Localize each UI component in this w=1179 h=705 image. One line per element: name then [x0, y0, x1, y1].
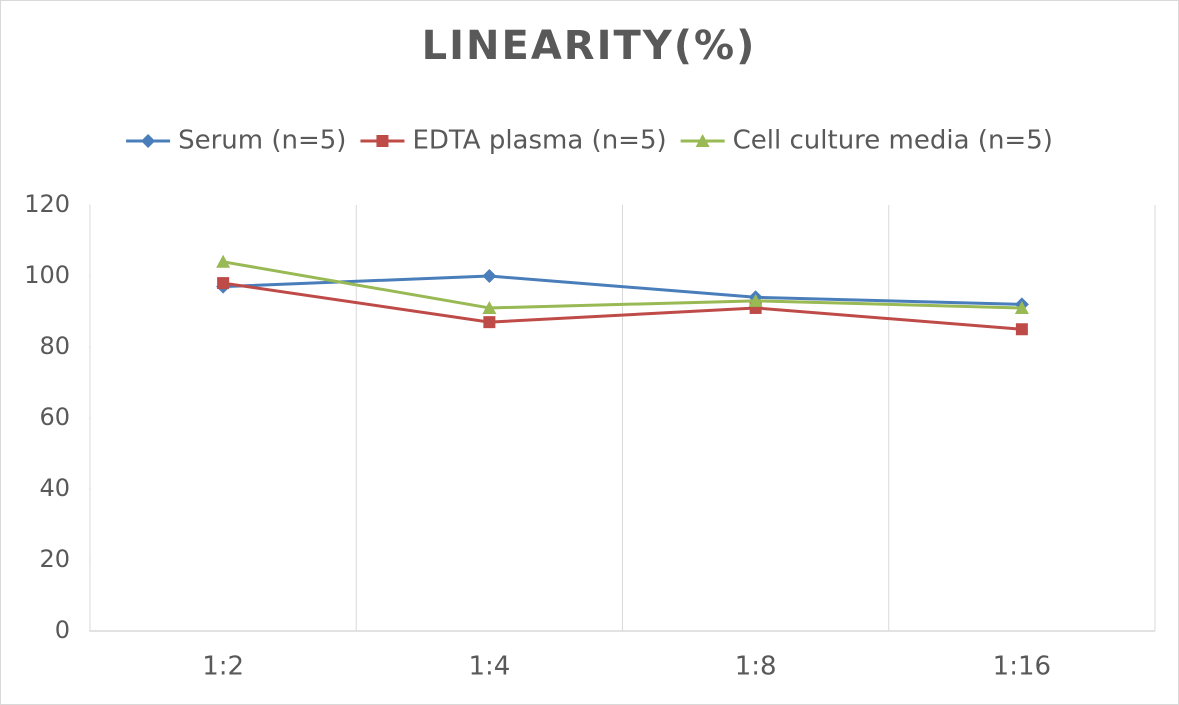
marker — [216, 254, 231, 268]
chart-title: LINEARITY(%) — [422, 23, 757, 69]
y-tick-label: 120 — [24, 190, 70, 218]
y-tick-label: 20 — [39, 545, 70, 573]
legend-label: Serum (n=5) — [178, 126, 346, 156]
y-tick-label: 60 — [39, 403, 70, 431]
marker — [482, 269, 497, 283]
marker — [1015, 323, 1028, 336]
marker — [141, 134, 156, 148]
series-line — [222, 281, 1022, 331]
marker — [376, 135, 389, 147]
legend: Serum (n=5) EDTA plasma (n=5) Cell culture… — [126, 126, 1053, 156]
marker — [217, 277, 230, 290]
legend-label: Cell culture media (n=5) — [733, 126, 1053, 156]
legend-label: EDTA plasma (n=5) — [412, 126, 666, 156]
x-tick-label: 1:4 — [468, 652, 510, 682]
marker — [695, 134, 710, 147]
marker — [483, 316, 496, 329]
y-tick-label: 40 — [39, 474, 70, 502]
y-tick-label: 80 — [39, 332, 70, 360]
series-line — [223, 274, 1022, 306]
y-tick-label: 100 — [24, 261, 70, 289]
x-tick-label: 1:8 — [735, 652, 777, 682]
marker — [482, 300, 497, 314]
series-line — [222, 260, 1022, 310]
y-tick-label: 0 — [55, 616, 70, 644]
x-tick-label: 1:16 — [993, 652, 1051, 682]
marker — [1014, 300, 1029, 314]
x-tick-label: 1:2 — [202, 652, 244, 682]
marker — [748, 293, 763, 307]
